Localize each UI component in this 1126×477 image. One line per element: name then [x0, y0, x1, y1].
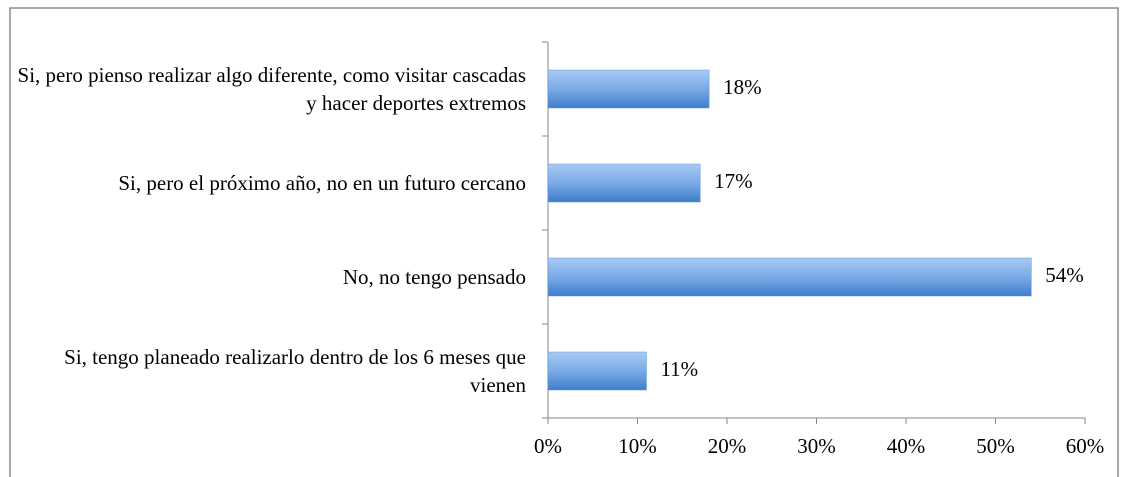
bar [547, 351, 647, 391]
x-tick-label: 30% [797, 434, 836, 458]
category-label: Si, tengo planeado realizarlo dentro de … [64, 345, 526, 397]
x-tick-label: 60% [1066, 434, 1105, 458]
x-tick-label: 40% [887, 434, 926, 458]
data-label: 54% [1045, 263, 1084, 287]
x-tick-label: 10% [618, 434, 657, 458]
bar [547, 69, 710, 109]
x-tick-label: 0% [534, 434, 562, 458]
x-tick-label: 20% [708, 434, 747, 458]
category-label: Si, pero el próximo año, no en un futuro… [118, 171, 526, 195]
data-label: 18% [723, 75, 762, 99]
frame [9, 7, 1119, 477]
bar [547, 163, 701, 203]
data-label: 17% [714, 169, 753, 193]
bar [547, 257, 1032, 297]
x-tick-label: 50% [976, 434, 1015, 458]
category-label: Si, pero pienso realizar algo diferente,… [17, 63, 526, 115]
category-label: No, no tengo pensado [342, 265, 526, 289]
data-label: 11% [660, 357, 698, 381]
